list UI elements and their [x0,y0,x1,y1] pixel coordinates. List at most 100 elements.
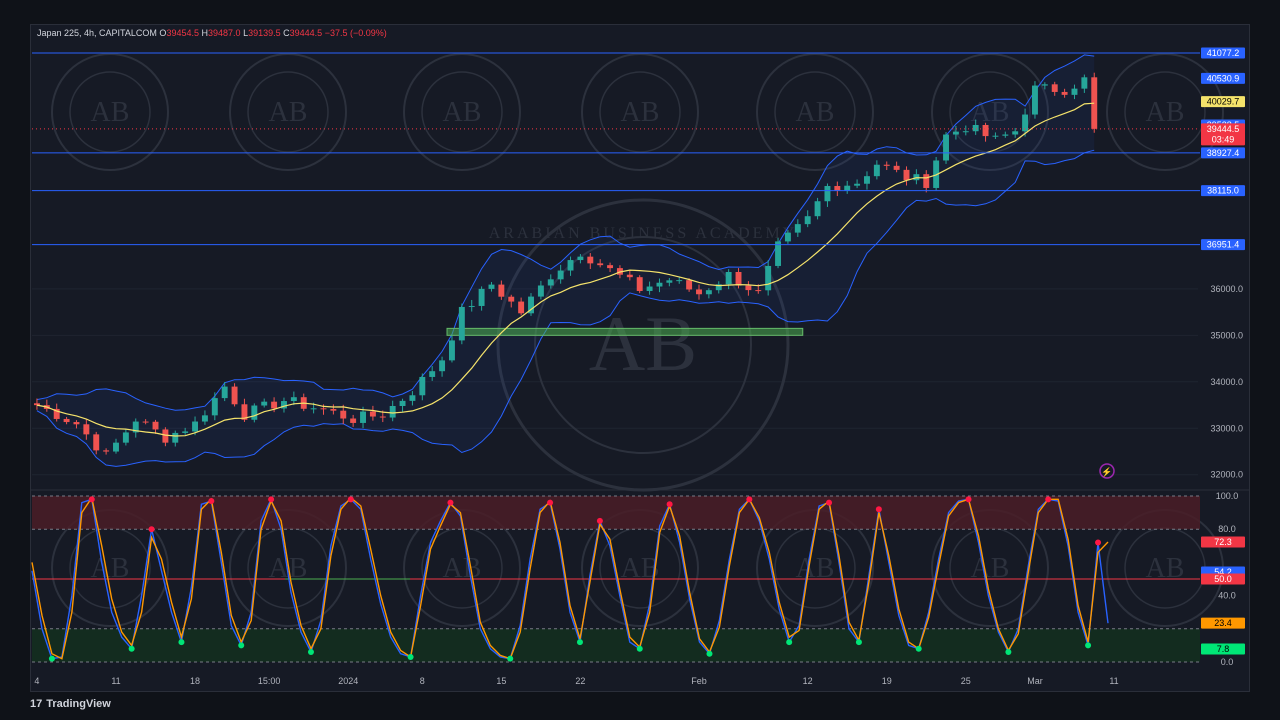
candle [794,224,801,233]
symbol-line: Japan 225, 4h, CAPITALCOM [37,28,157,38]
price-badge: 40530.9 [1207,73,1240,83]
stoch-value-badge: 54.2 [1214,567,1232,577]
oversold-zone [32,628,1200,662]
stoch-buy-dot [507,655,514,662]
stoch-value-badge-bg [1201,617,1245,629]
stoch-sell-dot [746,496,753,503]
stoch-buy-dot [238,642,245,649]
close-value: 39444.5 [289,28,323,38]
symbol-header: Japan 225, 4h, CAPITALCOM O39454.5 H3948… [37,28,387,38]
watermark-inner-ring [1124,71,1206,153]
candle [854,183,861,186]
candle [261,401,268,406]
candle [1002,134,1009,136]
stoch-axis-label: 80.0 [1218,524,1236,534]
candle [636,277,643,291]
candle [923,174,930,188]
candle [962,131,969,133]
time-axis-label: 4 [34,676,39,686]
watermark-monogram: AB [1146,97,1185,128]
stoch-buy-dot [407,654,414,661]
stoch-buy-dot [915,645,922,652]
candle [646,286,653,291]
stoch-sell-dot [268,496,275,503]
stoch-value-badge: 7.8 [1217,644,1230,654]
candle [804,216,811,225]
candle [290,397,297,402]
level-badge: 41077.2 [1207,48,1240,58]
watermark-inner-ring [247,71,329,153]
stoch-sell-dot [447,499,454,506]
candle [1012,131,1019,135]
support-zone [446,327,804,336]
candle [350,418,357,423]
stoch-buy-dot [855,639,862,646]
bollinger-lower-band [36,149,1095,467]
stoch-sell-dot [1045,496,1052,503]
candle [201,415,208,422]
candle [389,406,396,418]
time-axis-label: 2024 [338,676,358,686]
candle [557,270,564,280]
price-axis-label: 35000.0 [1210,330,1243,340]
candle [33,403,40,406]
candle [399,400,406,407]
stoch-sell-dot [1095,539,1102,546]
candle [528,296,534,314]
candle [1081,77,1088,89]
candle [508,296,515,302]
candle [498,284,505,297]
watermark-monogram: AB [443,97,482,128]
price-badge-bg [1201,72,1245,84]
candle [448,340,455,361]
level-badge: 38115.0 [1207,186,1239,196]
candle [1051,84,1058,92]
candle [162,429,169,443]
time-axis-label: 19 [882,676,892,686]
watermark-arc-text: ARABIAN BUSINESS ACADEMY [489,225,797,242]
price-axis-label: 32000.0 [1210,470,1243,480]
candle [132,421,139,433]
level-badge: 36951.4 [1207,240,1240,250]
watermark-ring [1106,53,1224,171]
candle [814,201,821,217]
candle [587,256,594,264]
candle [1061,91,1068,95]
lightning-icon[interactable] [1099,463,1115,479]
watermark-monogram: AB [269,97,308,128]
candle [360,411,366,423]
candle [122,432,129,443]
watermark-inner-ring [774,71,856,153]
time-axis-label: 11 [1109,676,1118,686]
stoch-buy-dot [636,645,643,652]
candle [63,418,70,423]
candle [419,376,426,396]
stoch-sell-dot [965,496,972,503]
price-axis-label: 34000.0 [1210,377,1243,387]
low-label: L [243,28,249,38]
candle [844,185,851,191]
candle [93,434,100,451]
candle [873,164,880,177]
stoch-sell-dot [596,517,603,524]
candle [1091,77,1098,129]
tradingview-footer[interactable]: 17 TradingView [30,698,111,710]
watermark-monogram: AB [91,97,130,128]
candle [824,186,831,202]
level-badge: 38927.4 [1207,148,1240,158]
stoch-sell-dot [666,501,673,508]
stoch-buy-dot [307,649,314,656]
price-badge-bg [1201,96,1245,108]
stoch-sell-dot [88,496,95,503]
watermark-ring [51,53,169,171]
stoch-buy-dot [48,655,55,662]
candle [251,405,258,420]
candle [705,290,712,295]
watermark-big-ring [496,198,790,492]
time-axis-label: 18 [190,676,200,686]
candle [488,284,495,289]
candle [478,288,485,306]
watermark-inner-ring [69,71,151,153]
candle [676,280,683,282]
